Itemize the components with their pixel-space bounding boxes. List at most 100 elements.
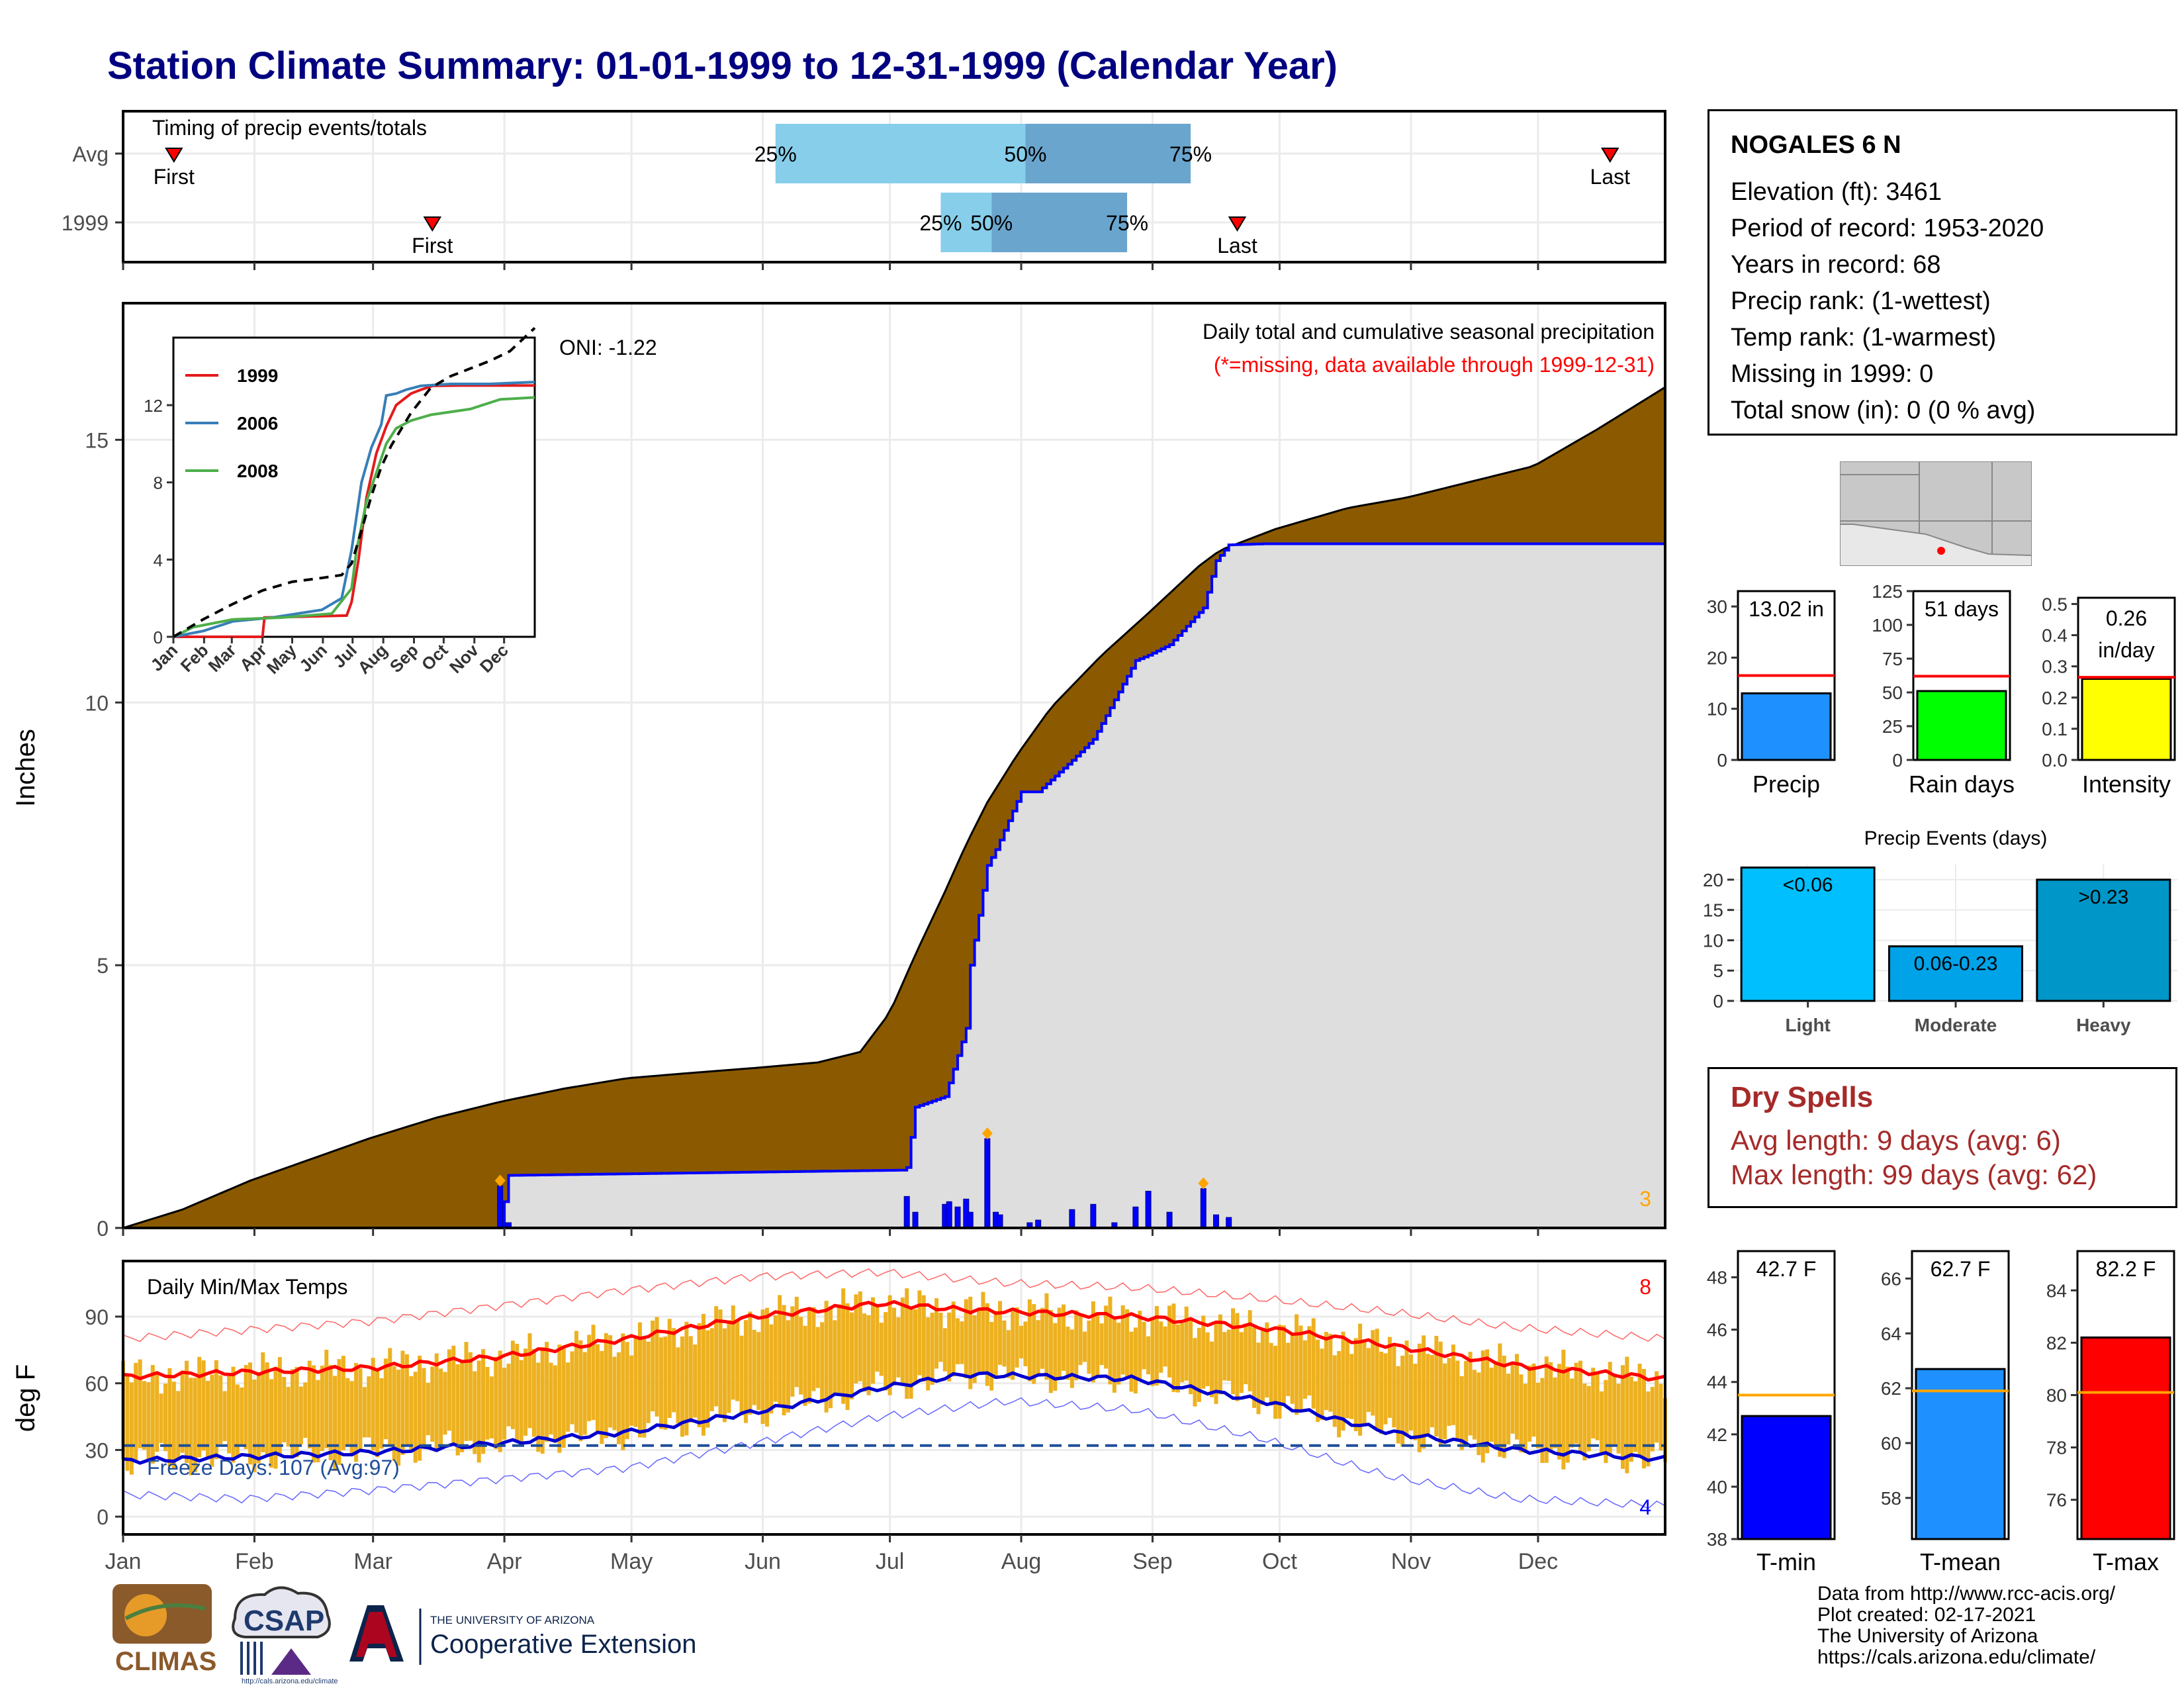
daily-temp-bar: [1298, 1325, 1303, 1412]
daily-temp-bar: [1404, 1340, 1409, 1436]
daily-temp-bar: [1561, 1349, 1566, 1470]
daily-temp-bar: [443, 1372, 447, 1435]
daily-temp-bar: [566, 1362, 570, 1432]
daily-temp-bar: [375, 1368, 380, 1458]
daily-temp-bar: [455, 1364, 460, 1456]
daily-temp-bar: [921, 1295, 926, 1382]
daily-temp-bar: [527, 1333, 532, 1429]
temp-panel: Daily Min/Max Temps Freeze Days: 107 (Avg…: [11, 1260, 1667, 1574]
daily-temp-bar: [396, 1370, 401, 1466]
daily-temp-bar: [1027, 1299, 1032, 1382]
daily-temp-bar: [709, 1328, 714, 1411]
temp-frame: [122, 1260, 1666, 1536]
daily-temp-bar: [570, 1351, 574, 1425]
daily-temp-bar: [1040, 1307, 1045, 1369]
daily-temp-bar: [1489, 1368, 1494, 1442]
daily-temp-bar: [676, 1347, 680, 1423]
daily-temp-bar: [1138, 1311, 1142, 1381]
daily-temp-bar: [1341, 1331, 1345, 1431]
daily-temp-bar: [265, 1362, 269, 1456]
daily-temp-bar: [333, 1376, 338, 1472]
rain_days-y-tick-label: 25: [1882, 716, 1903, 737]
daily-temp-bar: [1595, 1373, 1600, 1440]
daily-temp-bar: [1129, 1331, 1134, 1392]
timing-last-marker: [1601, 148, 1619, 163]
daily-temp-bar: [989, 1321, 994, 1391]
daily-temp-bar: [1413, 1364, 1418, 1440]
daily-precip-bar: [984, 1138, 991, 1229]
precip-y-tick-label: 5: [97, 954, 109, 978]
daily-temp-bar: [159, 1393, 163, 1443]
daily-temp-bar: [295, 1367, 299, 1458]
daily-temp-bar: [1244, 1323, 1248, 1385]
daily-temp-bar: [1493, 1361, 1498, 1445]
daily-temp-bar: [866, 1315, 871, 1395]
precip-events-category-heavy: Heavy: [2076, 1015, 2131, 1035]
tmin_summary-bar: [1741, 1415, 1832, 1540]
daily-temp-bar: [248, 1362, 253, 1465]
daily-temp-bar: [705, 1330, 710, 1428]
daily-temp-bar: [824, 1301, 829, 1413]
timing-first-marker: [165, 148, 183, 163]
daily-temp-bar: [261, 1352, 265, 1452]
tmean_summary-axis-label: T-mean: [1920, 1548, 2001, 1575]
daily-temp-bar: [947, 1312, 952, 1382]
precip-y-tick-label: 10: [85, 691, 109, 715]
daily-temp-bar: [464, 1342, 469, 1441]
daily-temp-bar: [684, 1321, 689, 1436]
timing-frame: [122, 110, 1666, 263]
timing-first-label: First: [154, 165, 195, 189]
daily-temp-bar: [1599, 1391, 1604, 1455]
daily-temp-bar: [1083, 1331, 1087, 1362]
credits: Data from http://www.rcc-acis.org/ Plot …: [1817, 1583, 2115, 1668]
daily-temp-bar: [354, 1362, 359, 1462]
daily-temp-bar: [756, 1332, 761, 1411]
station-years: Years in record: 68: [1731, 251, 1941, 279]
daily-temp-bar: [764, 1307, 769, 1427]
timing-last-label: Last: [1217, 234, 1257, 258]
daily-temp-bar: [977, 1309, 981, 1372]
tmax_summary-y-tick-label: 78: [2046, 1438, 2067, 1458]
station-period: Period of record: 1953-2020: [1731, 214, 2044, 242]
month-label-Jun: Jun: [745, 1549, 781, 1574]
daily-temp-bar: [799, 1317, 803, 1395]
daily-temp-bar: [1557, 1364, 1561, 1460]
daily-temp-bar: [1625, 1356, 1629, 1474]
daily-temp-bar: [146, 1382, 151, 1462]
tmin_summary-chart: 38 40 42 44 46 48 42.7 F T-min: [1707, 1250, 1836, 1575]
daily-precip-bar: [967, 1211, 974, 1229]
daily-temp-bar: [1417, 1343, 1422, 1452]
daily-temp-bar: [1167, 1305, 1172, 1378]
daily-temp-bar: [1574, 1362, 1578, 1444]
inset-legend-label: 1999: [237, 365, 278, 386]
daily-temp-bar: [985, 1303, 989, 1386]
dry-spells-avg: Avg length: 9 days (avg: 6): [1731, 1125, 2061, 1156]
daily-temp-bar: [1159, 1321, 1163, 1373]
precip-events-y-tick-label: 5: [1713, 961, 1723, 981]
svg-text:THE UNIVERSITY OF ARIZONA: THE UNIVERSITY OF ARIZONA: [430, 1614, 595, 1626]
daily-temp-bar: [256, 1372, 261, 1464]
inset-legend-label: 2008: [237, 461, 278, 481]
month-label-Sep: Sep: [1132, 1549, 1173, 1574]
daily-temp-bar: [1125, 1309, 1130, 1379]
month-label-Apr: Apr: [487, 1549, 522, 1574]
daily-temp-bar: [324, 1349, 329, 1448]
rain_days-y-tick-label: 50: [1882, 682, 1903, 703]
daily-temp-bar: [367, 1376, 371, 1438]
daily-temp-bar: [655, 1317, 659, 1417]
daily-temp-bar: [1586, 1385, 1591, 1452]
daily-temp-bar: [1302, 1340, 1307, 1399]
precip-events-category-moderate: Moderate: [1915, 1015, 1997, 1035]
daily-temp-bar: [1142, 1321, 1146, 1370]
intensity-axis-label: Intensity: [2082, 771, 2171, 798]
tmean_summary-y-tick-label: 58: [1881, 1488, 1901, 1509]
daily-temp-bar: [735, 1321, 740, 1401]
daily-temp-bar: [189, 1378, 193, 1476]
top-event-marker: [1198, 1177, 1209, 1190]
daily-temp-bar: [993, 1311, 998, 1379]
cumulative-1999-area: [123, 543, 1665, 1228]
daily-temp-bar: [1256, 1342, 1261, 1415]
tmin_summary-y-tick-label: 46: [1707, 1320, 1727, 1340]
daily-temp-bar: [1260, 1328, 1265, 1405]
daily-temp-bar: [1430, 1354, 1434, 1428]
